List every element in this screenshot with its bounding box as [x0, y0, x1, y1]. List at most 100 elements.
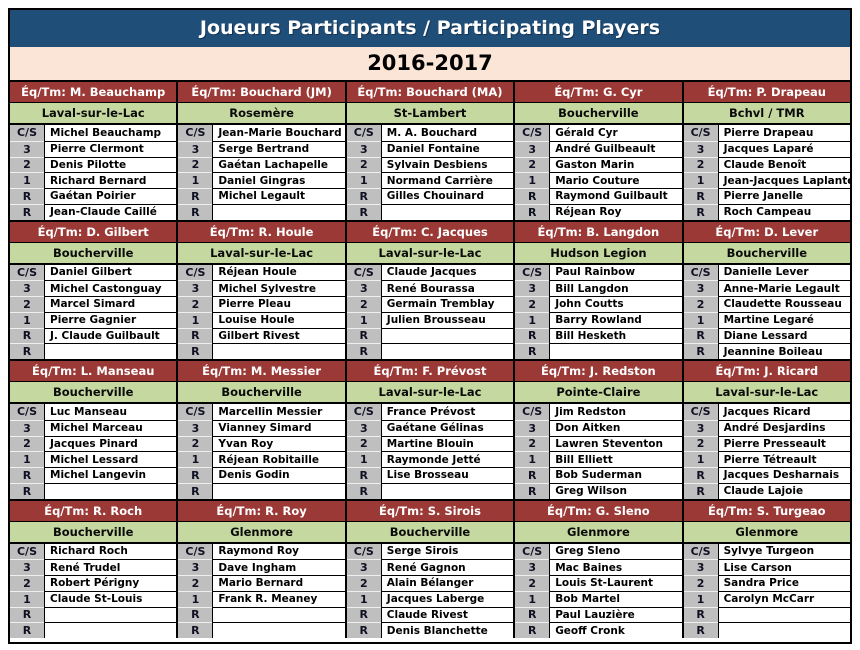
- player-row: C/S Danielle Lever: [683, 264, 850, 281]
- player-row: R Denis Blanchette: [346, 622, 514, 638]
- player-row: 3 Michel Castonguay: [10, 280, 177, 296]
- position-cell: R: [683, 343, 718, 359]
- player-row: 1 Martine Legaré: [683, 311, 850, 328]
- team-prefix: Éq/Tm:: [708, 503, 753, 518]
- position-cell: R: [10, 606, 44, 623]
- player-name-cell: Raymond Roy: [212, 543, 345, 560]
- position-cell: 2: [346, 296, 381, 312]
- position-cell: R: [178, 327, 213, 344]
- position-cell: R: [178, 343, 213, 359]
- team-block: Éq/Tm: S. Turgeao Glenmore C/S Sylvye Tu…: [683, 500, 850, 638]
- position-cell: 2: [683, 435, 718, 452]
- player-row: R: [346, 482, 514, 499]
- team-header: Éq/Tm: D. Gilbert: [10, 221, 177, 243]
- position-cell: 3: [346, 280, 381, 296]
- player-name-cell: Daniel Gilbert: [44, 264, 177, 281]
- player-name-cell: [380, 343, 514, 359]
- player-row: C/S Gérald Cyr: [515, 125, 682, 141]
- player-name-cell: J. Claude Guilbault: [44, 327, 177, 344]
- player-name-cell: Jacques Desharnais: [717, 467, 850, 483]
- player-name-cell: Réjean Houle: [212, 264, 345, 281]
- player-name-cell: [44, 606, 177, 623]
- player-name-cell: André Guilbeault: [549, 140, 682, 157]
- position-cell: 2: [683, 296, 718, 312]
- player-name-cell: Pierre Tétreault: [717, 451, 850, 467]
- player-row: R Gaétan Poirier: [10, 188, 177, 204]
- team-club: St-Lambert: [346, 103, 514, 125]
- player-name-cell: Pierre Pleau: [212, 296, 345, 312]
- team-block: Éq/Tm: S. Sirois Boucherville C/S Serge …: [346, 500, 514, 638]
- position-cell: R: [178, 467, 213, 483]
- player-row: 1 Claude St-Louis: [10, 590, 177, 607]
- player-name-cell: Anne-Marie Legault: [717, 280, 850, 296]
- position-cell: 1: [683, 172, 718, 188]
- player-name-cell: Alain Bélanger: [380, 575, 514, 591]
- player-row: R Jeannine Boileau: [683, 343, 850, 359]
- player-row: 3 Michel Marceau: [10, 419, 177, 436]
- team-rows: C/S Jean-Marie Bouchard 3 Serge Bertrand…: [178, 125, 345, 220]
- player-row: 1 Jacques Laberge: [346, 590, 514, 607]
- position-cell: R: [10, 343, 44, 359]
- team-header: Éq/Tm: Bouchard (JM): [178, 82, 345, 103]
- position-cell: R: [346, 188, 381, 204]
- team-prefix: Éq/Tm:: [21, 85, 66, 99]
- position-cell: 1: [683, 451, 718, 467]
- player-name-cell: Michel Legault: [212, 188, 345, 204]
- player-name-cell: Pierre Drapeau: [717, 125, 850, 141]
- player-row: C/S Serge Sirois: [346, 543, 514, 560]
- player-name-cell: Claudette Rousseau: [717, 296, 850, 312]
- position-cell: C/S: [10, 404, 44, 420]
- player-row: 1 Carolyn McCarr: [683, 590, 850, 607]
- team-captain: L. Manseau: [80, 364, 155, 378]
- player-row: R Claude Lajoie: [683, 482, 850, 499]
- player-name-cell: [380, 203, 514, 220]
- player-name-cell: Bill Langdon: [549, 280, 682, 296]
- player-name-cell: Richard Roch: [44, 543, 177, 560]
- player-name-cell: Serge Sirois: [380, 543, 514, 560]
- team-block: Éq/Tm: D. Lever Boucherville C/S Daniell…: [683, 221, 850, 359]
- player-row: 3 Daniel Fontaine: [346, 140, 514, 157]
- team-prefix: Éq/Tm:: [715, 224, 761, 239]
- position-cell: C/S: [515, 404, 550, 420]
- player-name-cell: [212, 606, 345, 623]
- player-row: C/S Jim Redston: [515, 404, 682, 420]
- team-header: Éq/Tm: J. Ricard: [683, 361, 850, 382]
- player-name-cell: Michel Lessard: [44, 451, 177, 467]
- position-cell: 3: [178, 140, 213, 157]
- team-prefix: Éq/Tm:: [209, 224, 255, 239]
- player-row: 2 Gaston Marin: [515, 156, 682, 173]
- player-name-cell: Mac Baines: [549, 559, 682, 575]
- team-rows: C/S Richard Roch 3 René Trudel 2 Robert …: [10, 543, 177, 638]
- team-rows: C/S Michel Beauchamp 3 Pierre Clermont 2…: [10, 125, 177, 220]
- player-row: R: [178, 622, 345, 638]
- player-name-cell: Jacques Pinard: [44, 435, 177, 452]
- player-name-cell: Diane Lessard: [717, 327, 850, 344]
- player-name-cell: Sylvain Desbiens: [380, 156, 514, 173]
- player-row: 2 Germain Tremblay: [346, 296, 514, 312]
- position-cell: R: [515, 482, 550, 499]
- player-row: C/S France Prévost: [346, 404, 514, 420]
- player-name-cell: Lise Brosseau: [380, 467, 514, 483]
- player-row: 2 Claudette Rousseau: [683, 296, 850, 312]
- team-prefix: Éq/Tm:: [31, 364, 77, 378]
- player-name-cell: Jean-Claude Caillé: [44, 203, 177, 220]
- position-cell: R: [683, 622, 718, 638]
- position-cell: 3: [515, 140, 550, 157]
- player-row: 3 André Guilbeault: [515, 140, 682, 157]
- position-cell: 1: [515, 311, 550, 328]
- position-cell: 3: [683, 419, 718, 436]
- player-row: 3 Bill Langdon: [515, 280, 682, 296]
- player-name-cell: René Gagnon: [380, 559, 514, 575]
- position-cell: 3: [346, 559, 381, 575]
- player-name-cell: Michel Marceau: [44, 419, 177, 436]
- position-cell: R: [683, 606, 718, 623]
- player-name-cell: Dave Ingham: [212, 559, 345, 575]
- position-cell: 3: [178, 280, 213, 296]
- position-cell: 1: [346, 172, 381, 188]
- player-row: R: [178, 482, 345, 499]
- player-row: 2 Claude Benoît: [683, 156, 850, 173]
- team-block: Éq/Tm: F. Prévost Laval-sur-le-Lac C/S F…: [346, 361, 514, 499]
- player-name-cell: Luc Manseau: [44, 404, 177, 420]
- player-name-cell: M. A. Bouchard: [380, 125, 514, 141]
- position-cell: 1: [683, 311, 718, 328]
